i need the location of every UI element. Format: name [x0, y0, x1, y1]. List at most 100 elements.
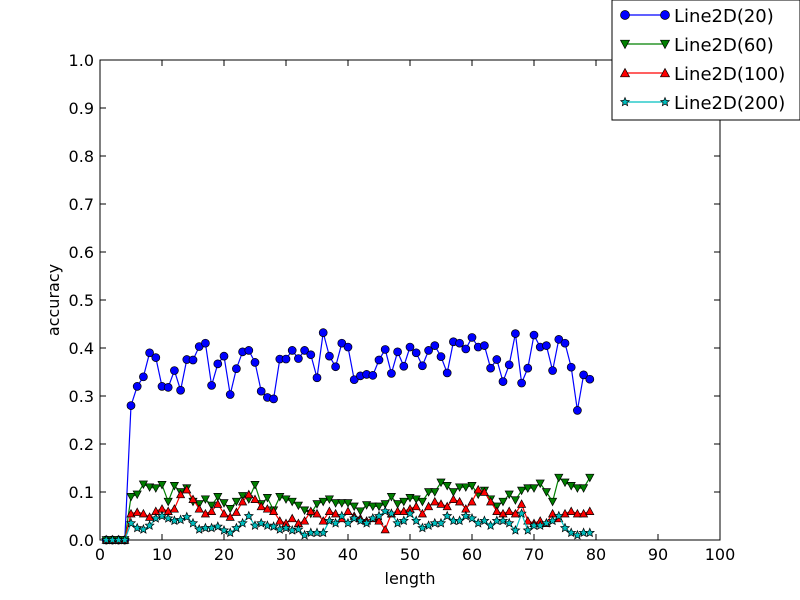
data-point [510, 496, 520, 505]
data-point [342, 517, 354, 528]
y-tick-label: 0.1 [69, 483, 94, 502]
data-point [517, 378, 526, 388]
data-point [585, 506, 595, 515]
data-point [418, 361, 427, 371]
data-point [405, 494, 415, 503]
data-point [535, 479, 545, 489]
data-point [619, 67, 631, 78]
data-point [169, 482, 179, 491]
data-point [386, 493, 396, 502]
y-axis-label: accuracy [44, 264, 63, 336]
y-tick-label: 0.9 [69, 99, 94, 118]
data-point [231, 497, 241, 507]
data-point [349, 375, 359, 385]
data-point [424, 501, 434, 511]
data-point [399, 506, 409, 515]
data-point [300, 516, 310, 525]
data-point [175, 514, 186, 525]
data-point [318, 527, 329, 538]
data-point [125, 517, 137, 528]
x-axis: 0 10 20 30 40 50 60 70 80 90 100 [95, 60, 735, 564]
y-tick-label: 0.2 [69, 435, 94, 454]
data-point [294, 354, 303, 363]
data-point [169, 504, 179, 513]
data-point [399, 497, 409, 507]
data-point [151, 484, 161, 493]
legend-label: Line2D(100) [674, 64, 785, 85]
data-point [225, 390, 235, 399]
data-point [281, 495, 291, 504]
data-point [380, 500, 390, 509]
data-point [559, 522, 571, 533]
data-point [659, 67, 671, 78]
y-tick-label: 0.6 [69, 243, 94, 262]
data-point [498, 377, 508, 386]
data-point [212, 521, 223, 531]
x-tick-label: 20 [214, 545, 234, 564]
data-point [256, 386, 266, 396]
data-point [293, 501, 303, 511]
data-point [411, 515, 422, 526]
data-point [157, 481, 167, 490]
data-point [299, 529, 310, 540]
legend-label: Line2D(20) [674, 6, 774, 27]
data-point [455, 483, 465, 492]
data-point [554, 335, 564, 344]
data-point [424, 346, 433, 355]
data-point [435, 517, 447, 528]
data-point [139, 372, 148, 382]
data-point [473, 517, 484, 528]
data-point [306, 506, 316, 515]
data-point [492, 355, 502, 364]
data-point [187, 517, 199, 528]
y-tick-label: 0.3 [69, 387, 94, 406]
data-point [511, 329, 520, 338]
data-point [393, 506, 403, 515]
plot-area [99, 59, 721, 541]
data-point [504, 506, 514, 515]
data-point [393, 500, 403, 509]
data-point [324, 506, 334, 515]
data-point [430, 496, 440, 506]
data-point [374, 355, 384, 365]
data-point [250, 358, 260, 367]
x-tick-label: 70 [524, 545, 544, 564]
data-point [145, 348, 154, 358]
data-point [207, 501, 217, 511]
data-point [250, 481, 260, 490]
data-point [492, 506, 502, 515]
data-point [504, 360, 514, 370]
data-point [584, 527, 595, 538]
data-point [473, 484, 483, 494]
data-point [181, 511, 192, 522]
data-point [262, 504, 272, 513]
y-tick-label: 0.7 [69, 195, 94, 214]
data-point [411, 348, 421, 358]
data-point [442, 368, 452, 378]
data-point [269, 394, 278, 404]
data-point [126, 493, 136, 502]
data-point [318, 497, 328, 507]
data-point [510, 524, 521, 535]
data-point [349, 502, 359, 512]
data-point [399, 361, 409, 371]
data-point [182, 484, 192, 494]
data-point [244, 489, 254, 499]
data-point [325, 351, 334, 361]
data-point [194, 504, 204, 513]
data-point [374, 516, 384, 525]
data-point [510, 508, 520, 518]
data-point [535, 520, 546, 530]
data-point [659, 96, 671, 107]
data-point [368, 371, 378, 380]
data-point [424, 488, 434, 497]
data-point [585, 473, 595, 483]
y-axis: 0.0 0.1 0.2 0.3 0.4 0.5 0.6 0.7 0.8 0.9 1.0 [69, 51, 720, 550]
data-point [132, 522, 143, 533]
data-point [423, 520, 434, 530]
data-point [126, 401, 136, 410]
data-point [225, 527, 236, 538]
data-point [132, 382, 142, 391]
data-point [231, 522, 242, 533]
data-point [430, 488, 440, 497]
